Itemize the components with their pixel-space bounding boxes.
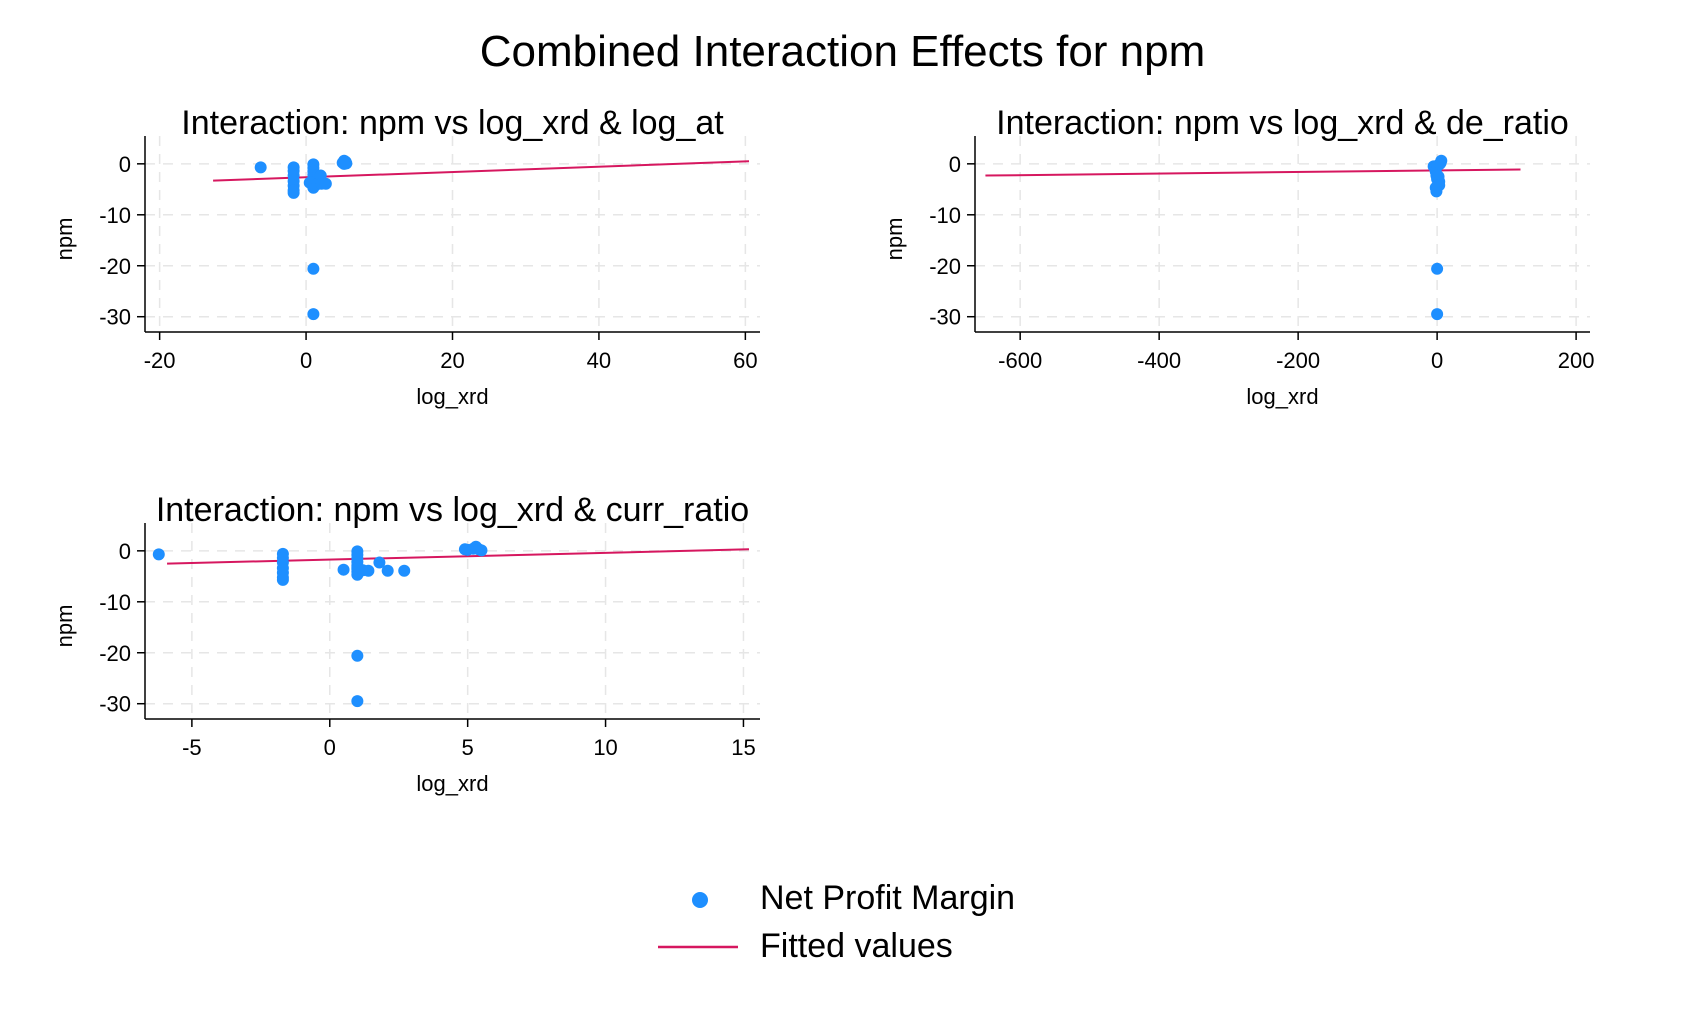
data-point: [398, 564, 411, 577]
data-point: [351, 649, 364, 662]
x-tick-label: -20: [144, 348, 176, 373]
legend-entry-fit: Fitted values: [650, 924, 1070, 968]
chart-panel-de-ratio: -600 -400 -200 0 200 0 -10 -20 -30 log_xrd npm Inte…: [882, 104, 1595, 409]
y-tick-label: -30: [99, 692, 131, 717]
x-tick-label: 15: [731, 735, 755, 760]
data-point: [1431, 262, 1444, 275]
x-tick-label: 200: [1558, 348, 1595, 373]
y-tick-label: 0: [119, 152, 131, 177]
data-point: [1433, 157, 1446, 170]
y-tick-label: 0: [119, 539, 131, 564]
data-point: [287, 186, 300, 199]
y-tick-label: -30: [929, 305, 961, 330]
x-tick-label: 40: [587, 348, 611, 373]
data-point: [351, 695, 364, 708]
y-tick-label: -10: [99, 203, 131, 228]
data-point: [254, 161, 267, 174]
x-tick-label: -5: [182, 735, 202, 760]
x-tick-label: 60: [733, 348, 757, 373]
x-tick-label: 5: [462, 735, 474, 760]
y-tick-label: -10: [99, 590, 131, 615]
panel-title: Interaction: npm vs log_xrd & curr_ratio: [156, 491, 749, 529]
data-point: [319, 177, 332, 190]
data-point: [307, 262, 320, 275]
fitted-line-fitted-values: [167, 548, 749, 565]
x-axis-title: log_xrd: [416, 771, 488, 796]
chart-panel-curr-ratio: -5 0 5 10 15 0 -10 -20 -30 log_xrd npm Interaction:…: [52, 491, 760, 796]
x-tick-label: -600: [998, 348, 1042, 373]
x-tick-label: 0: [300, 348, 312, 373]
fitted-line-fitted-values: [213, 160, 750, 182]
x-axis-title: log_xrd: [1246, 384, 1318, 409]
data-point: [338, 157, 351, 170]
data-point: [1430, 185, 1443, 198]
chart-panel-log-at: -20 0 20 40 60 0 -10 -20 -30 log_xrd npm Interactio…: [52, 104, 760, 409]
y-axis-title: npm: [882, 218, 907, 261]
panel-title: Interaction: npm vs log_xrd & log_at: [181, 104, 724, 142]
legend-entry-points: Net Profit Margin: [650, 876, 1070, 920]
x-tick-label: -200: [1276, 348, 1320, 373]
data-point: [307, 308, 320, 321]
x-tick-label: 10: [593, 735, 617, 760]
panel-title: Interaction: npm vs log_xrd & de_ratio: [996, 104, 1569, 142]
x-tick-label: 0: [1431, 348, 1443, 373]
y-tick-label: -30: [99, 305, 131, 330]
data-point: [362, 564, 375, 577]
y-axis-title: npm: [52, 605, 77, 648]
y-tick-label: -20: [929, 254, 961, 279]
filled-circle-marker-icon: [692, 892, 708, 908]
main-title: Combined Interaction Effects for npm: [479, 27, 1206, 76]
legend-label-fit: Fitted values: [760, 927, 953, 965]
x-axis-title: log_xrd: [416, 384, 488, 409]
data-point: [337, 563, 350, 576]
data-point: [381, 564, 394, 577]
legend-label-points: Net Profit Margin: [760, 879, 1016, 917]
data-point: [1431, 308, 1444, 321]
legend: Net Profit Margin Fitted values: [650, 876, 1070, 976]
y-tick-label: 0: [949, 152, 961, 177]
data-point: [373, 556, 386, 569]
data-point: [475, 544, 488, 557]
data-point: [276, 573, 289, 586]
x-tick-label: -400: [1137, 348, 1181, 373]
line-marker-icon: [658, 945, 738, 949]
x-tick-label: 0: [324, 735, 336, 760]
y-axis-title: npm: [52, 218, 77, 261]
data-point: [152, 548, 165, 561]
x-tick-label: 20: [440, 348, 464, 373]
y-tick-label: -20: [99, 254, 131, 279]
y-tick-label: -20: [99, 641, 131, 666]
y-tick-label: -10: [929, 203, 961, 228]
